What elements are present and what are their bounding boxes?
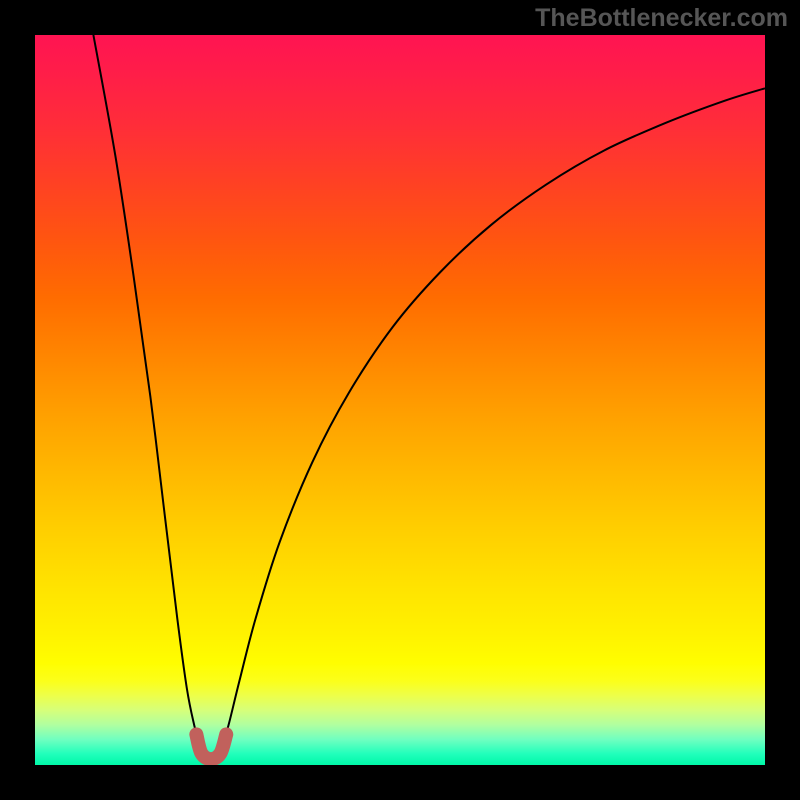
- plot-area: [35, 35, 765, 765]
- plot-svg: [35, 35, 765, 765]
- watermark-text: TheBottlenecker.com: [535, 4, 788, 33]
- gradient-background: [35, 35, 765, 765]
